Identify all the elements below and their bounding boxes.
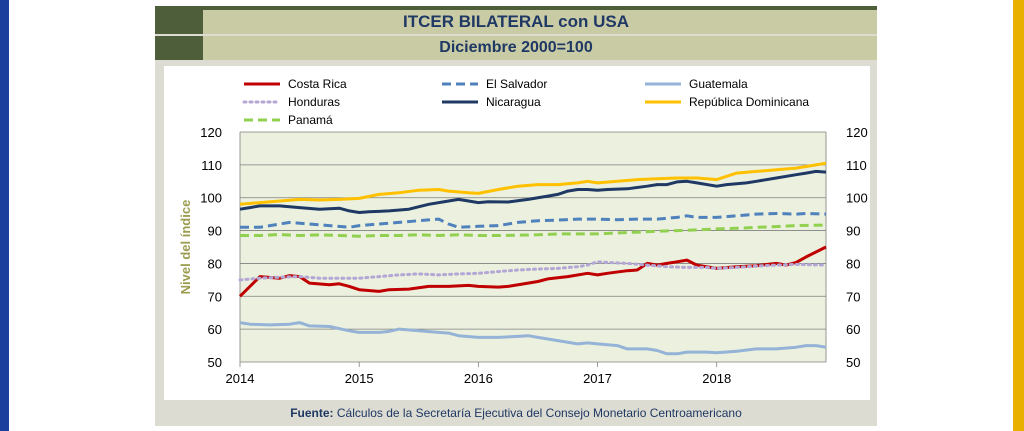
y-tick-right-80: 80	[846, 256, 860, 271]
legend-label-nicaragua: Nicaragua	[486, 95, 541, 109]
plot-area	[240, 132, 826, 362]
left-accent-bar	[0, 0, 9, 431]
x-tick-2015: 2015	[345, 371, 374, 386]
y-tick-right-70: 70	[846, 289, 860, 304]
x-tick-2017: 2017	[583, 371, 612, 386]
y-tick-left-80: 80	[208, 256, 222, 271]
y-tick-right-100: 100	[846, 191, 868, 206]
series-line-panam-	[240, 223, 827, 238]
legend: Costa Rica El Salvador Guatemala Honduras Ni…	[242, 77, 809, 127]
y-tick-right-110: 110	[846, 158, 867, 173]
chart-subtitle: Diciembre 2000=100	[439, 39, 593, 56]
x-tick-2016: 2016	[464, 371, 493, 386]
y-axis-label: Nivel del índice	[178, 200, 193, 295]
source-text: Cálculos de la Secretaría Ejecutiva del …	[336, 406, 742, 420]
series-lines	[238, 161, 828, 356]
x-ticks: 2014 2015 2016 2017 2018	[226, 362, 731, 386]
series-line-guatemala	[239, 321, 827, 356]
subtitle-box: Diciembre 2000=100	[155, 36, 877, 60]
legend-label-guatemala: Guatemala	[689, 77, 748, 91]
y-tick-left-100: 100	[200, 191, 222, 206]
title-dark-strip	[155, 10, 203, 34]
x-tick-2018: 2018	[702, 371, 731, 386]
series-line-nicaragua	[239, 169, 827, 214]
y-tick-left-60: 60	[208, 322, 222, 337]
subtitle-dark-strip	[155, 36, 203, 60]
legend-label-el-salvador: El Salvador	[486, 77, 547, 91]
series-line-honduras	[238, 260, 828, 282]
legend-label-panam-: Panamá	[288, 113, 333, 127]
chart-title: ITCER BILATERAL con USA	[402, 12, 630, 31]
y-tick-left-70: 70	[208, 289, 222, 304]
y-tick-right-60: 60	[846, 322, 860, 337]
legend-label-honduras: Honduras	[288, 95, 340, 109]
y-tick-right-50: 50	[846, 355, 860, 370]
source-note: Fuente: Cálculos de la Secretaría Ejecut…	[155, 404, 877, 422]
y-ticks-right: 50 60 70 80 90 100 110 120	[846, 125, 868, 370]
legend-label-costa-rica: Costa Rica	[288, 77, 347, 91]
y-tick-left-110: 110	[201, 158, 222, 173]
y-tick-left-50: 50	[208, 355, 222, 370]
y-ticks-left: 50 60 70 80 90 100 110 120	[200, 125, 222, 370]
y-tick-left-120: 120	[200, 125, 222, 140]
source-label: Fuente:	[290, 406, 334, 420]
x-tick-2014: 2014	[226, 371, 255, 386]
series-line-el-salvador	[240, 212, 827, 229]
series-line-rep-blica-dominicana	[239, 161, 827, 206]
y-tick-right-120: 120	[846, 125, 868, 140]
right-accent-bar	[1013, 0, 1024, 431]
legend-label-rep-blica-dominicana: República Dominicana	[689, 95, 809, 109]
title-box: ITCER BILATERAL con USA	[155, 10, 877, 34]
y-tick-left-90: 90	[208, 224, 222, 239]
y-tick-right-90: 90	[846, 224, 860, 239]
header-top-strip	[155, 6, 877, 10]
